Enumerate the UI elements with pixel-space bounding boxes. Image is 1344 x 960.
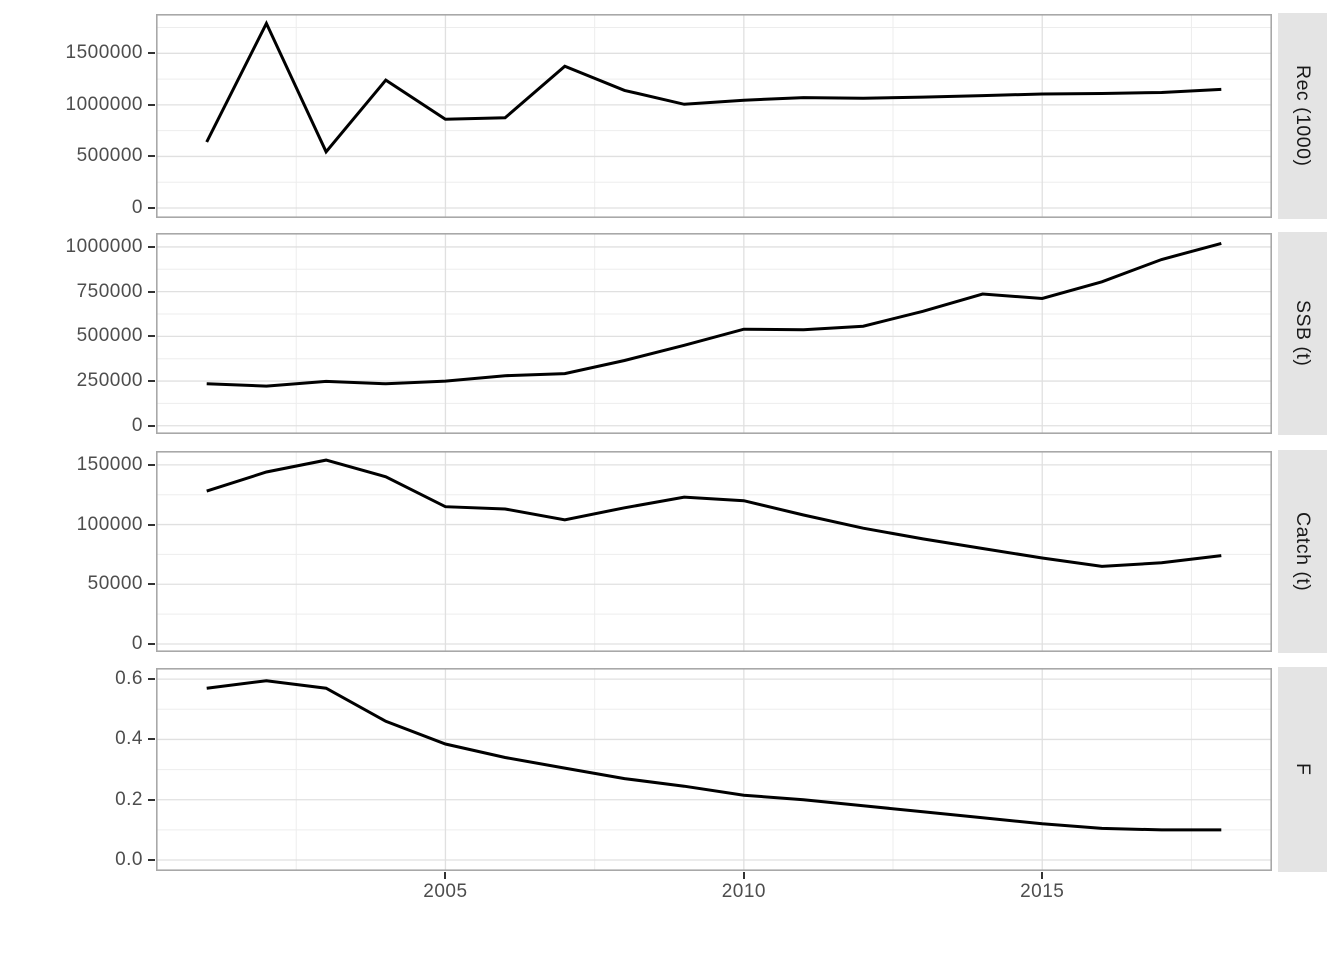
y-tick-mark: [148, 583, 155, 586]
facet-panel-f: [156, 668, 1272, 871]
y-tick-label: 0: [131, 632, 143, 654]
data-series-line-catch: [206, 458, 1222, 568]
y-tick-mark: [148, 798, 155, 801]
x-tick-mark: [742, 872, 745, 879]
y-tick-label: 0: [131, 414, 143, 436]
y-tick-label: 1000000: [65, 93, 143, 115]
y-tick-mark: [148, 642, 155, 645]
data-series-line-f: [206, 679, 1222, 832]
facet-strip-label: SSB (t): [1292, 300, 1314, 367]
x-tick-label: 2015: [1020, 881, 1065, 902]
panel-background: [156, 451, 1272, 652]
x-tick-mark: [1041, 872, 1044, 879]
y-tick-label: 150000: [76, 453, 143, 475]
panel-border: [156, 451, 1272, 652]
y-tick-mark: [148, 290, 155, 293]
y-tick-mark: [148, 463, 155, 466]
y-tick-mark: [148, 738, 155, 741]
y-tick-mark: [148, 52, 155, 55]
panel-background: [156, 233, 1272, 434]
facet-panel-ssb: [156, 233, 1272, 434]
facet-strip-label: F: [1292, 763, 1314, 776]
facet-strip-ssb: SSB (t): [1278, 232, 1327, 435]
y-tick-mark: [148, 245, 155, 248]
y-tick-mark: [148, 103, 155, 106]
y-tick-label: 500000: [76, 325, 143, 347]
y-tick-label: 50000: [87, 573, 143, 595]
y-tick-mark: [148, 858, 155, 861]
y-tick-label: 100000: [76, 513, 143, 535]
y-tick-mark: [148, 155, 155, 158]
x-tick-label: 2005: [423, 881, 468, 902]
y-tick-label: 1500000: [65, 42, 143, 64]
y-tick-mark: [148, 424, 155, 427]
facet-strip-rec: Rec (1000): [1278, 13, 1327, 219]
facet-panel-rec: [156, 14, 1272, 218]
data-series-line-rec: [205, 19, 1222, 155]
panel-border: [156, 14, 1272, 218]
facet-panel-catch: [156, 451, 1272, 652]
facet-strip-catch: Catch (t): [1278, 450, 1327, 653]
y-tick-label: 500000: [76, 145, 143, 167]
facet-strip-label: Catch (t): [1292, 511, 1314, 592]
y-tick-label: 0.6: [115, 668, 143, 690]
y-tick-label: 0.2: [115, 788, 143, 810]
x-tick-label: 2010: [721, 881, 766, 902]
y-tick-mark: [148, 523, 155, 526]
y-tick-label: 0.0: [115, 848, 143, 870]
data-series-line-ssb: [206, 241, 1222, 388]
y-tick-mark: [148, 380, 155, 383]
panel-background: [156, 14, 1272, 218]
facet-strip-f: F: [1278, 667, 1327, 872]
y-tick-label: 0: [131, 196, 143, 218]
y-tick-label: 250000: [76, 370, 143, 392]
y-tick-label: 0.4: [115, 728, 143, 750]
y-tick-label: 1000000: [65, 235, 143, 257]
panel-border: [156, 233, 1272, 434]
y-tick-mark: [148, 335, 155, 338]
y-tick-label: 750000: [76, 280, 143, 302]
panel-border: [156, 668, 1272, 871]
y-tick-mark: [148, 678, 155, 681]
y-tick-mark: [148, 206, 155, 209]
facet-strip-label: Rec (1000): [1292, 65, 1314, 167]
x-tick-mark: [444, 872, 447, 879]
